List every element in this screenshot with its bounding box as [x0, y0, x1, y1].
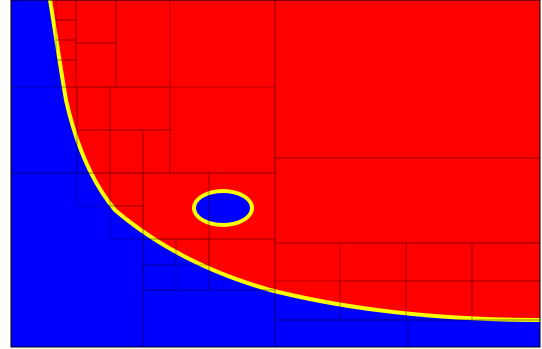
- hole-region: [196, 193, 250, 223]
- mesh-cell: [142, 129, 171, 174]
- mesh-cell: [142, 264, 177, 291]
- frame: [10, 0, 541, 348]
- mesh-cell: [175, 238, 210, 266]
- interface-band: [48, 0, 541, 322]
- mesh-cell: [115, 0, 171, 88]
- mesh-cell: [109, 205, 144, 240]
- inside-region: [50, 0, 540, 320]
